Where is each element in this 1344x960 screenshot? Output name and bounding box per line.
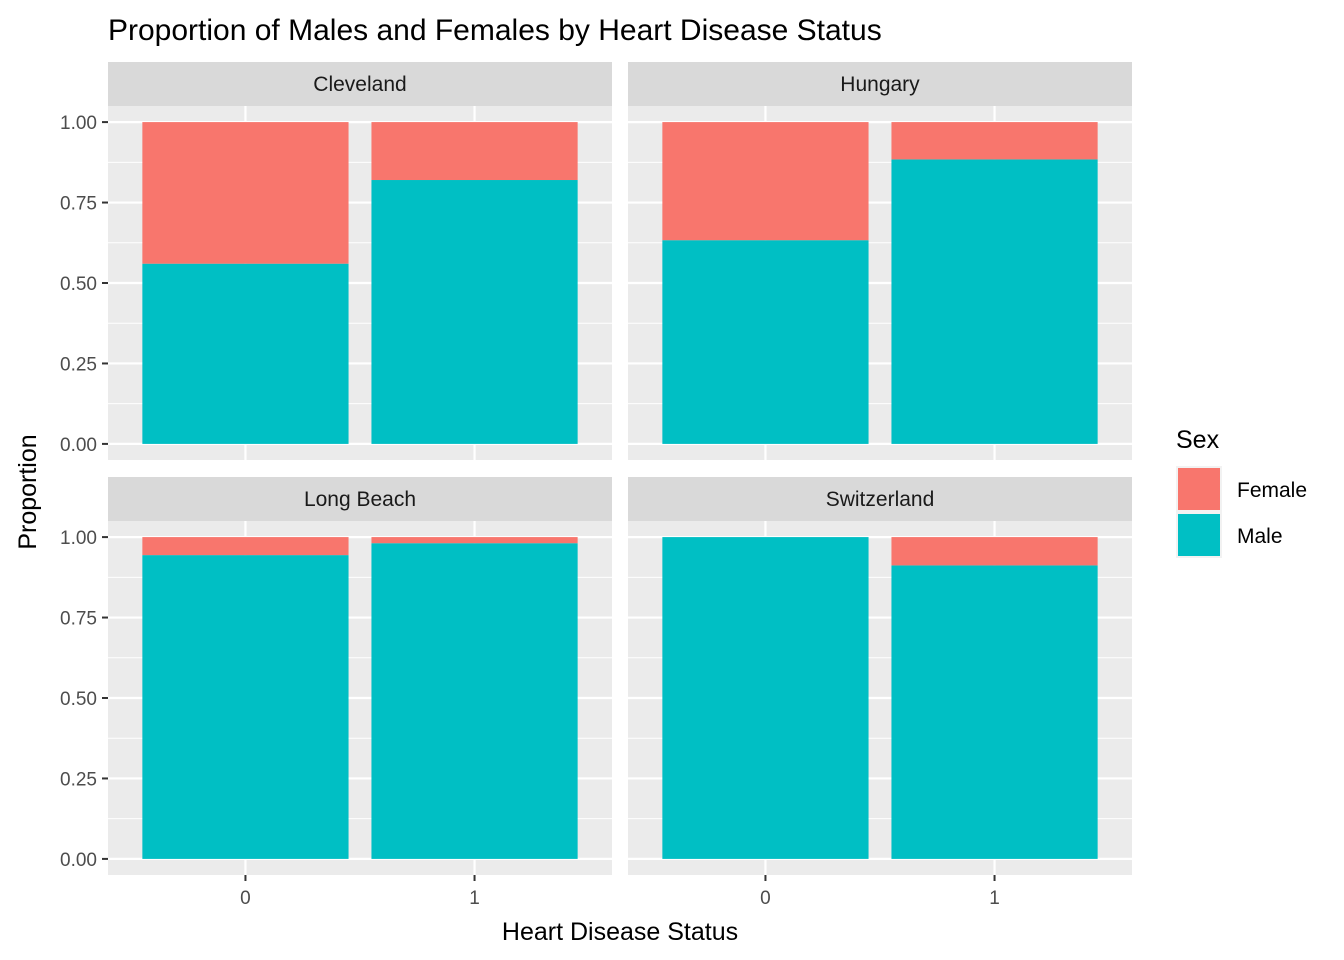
facet-strip [628,477,1132,521]
legend-label-male: Male [1237,525,1283,548]
legend-title: Sex [1176,426,1220,454]
facet-strip [628,62,1132,106]
facet-hungary: Hungary [628,62,1132,460]
y-tick-label: 0.00 [60,850,97,871]
facet-long-beach: Long Beach 0.00 0.25 0.50 0.75 1.00 0 1 [60,477,612,909]
bar-female [891,537,1098,566]
legend-key-male [1178,514,1220,556]
bar-male [891,159,1098,444]
y-tick-label: 1.00 [60,113,97,134]
facet-strip [108,62,612,106]
legend-label-female: Female [1237,479,1307,502]
bar-female [371,537,578,544]
facet-strip-label: Hungary [840,73,920,96]
bar-female [891,122,1098,160]
bar-female [662,122,869,241]
y-tick-label: 0.75 [60,609,97,630]
bar-male [371,180,578,444]
bar-male [662,240,869,444]
bar-male [371,543,578,859]
x-tick-label: 0 [240,888,251,909]
x-tick-label: 1 [469,888,480,909]
facet-panels: Cleveland 0.00 0.25 0.50 0.75 1.00 Hungary Long… [60,62,1132,909]
y-tick-label: 1.00 [60,528,97,549]
y-tick-label: 0.50 [60,689,97,710]
bar-male [891,565,1098,859]
bar-female [371,122,578,181]
y-axis-title: Proportion [14,434,42,549]
x-tick-label: 1 [989,888,1000,909]
facet-strip-label: Long Beach [304,488,416,511]
facet-strip-label: Switzerland [826,488,935,511]
bar-male [662,537,869,859]
legend-key-female [1178,468,1220,510]
x-axis-title: Heart Disease Status [502,918,738,946]
facet-strip-label: Cleveland [313,73,406,96]
chart-title: Proportion of Males and Females by Heart… [108,14,882,47]
x-tick-label: 0 [760,888,771,909]
facet-switzerland: Switzerland 0 1 [628,477,1132,909]
bar-female [142,537,349,556]
y-tick-label: 0.00 [60,435,97,456]
facet-cleveland: Cleveland 0.00 0.25 0.50 0.75 1.00 [60,62,612,460]
bar-male [142,263,349,444]
bar-female [142,122,349,264]
facet-strip [108,477,612,521]
y-tick-label: 0.75 [60,194,97,215]
y-tick-label: 0.25 [60,769,97,790]
legend: Sex Female Male [1176,426,1307,558]
y-tick-label: 0.25 [60,354,97,375]
bar-male [142,555,349,859]
y-tick-label: 0.50 [60,274,97,295]
